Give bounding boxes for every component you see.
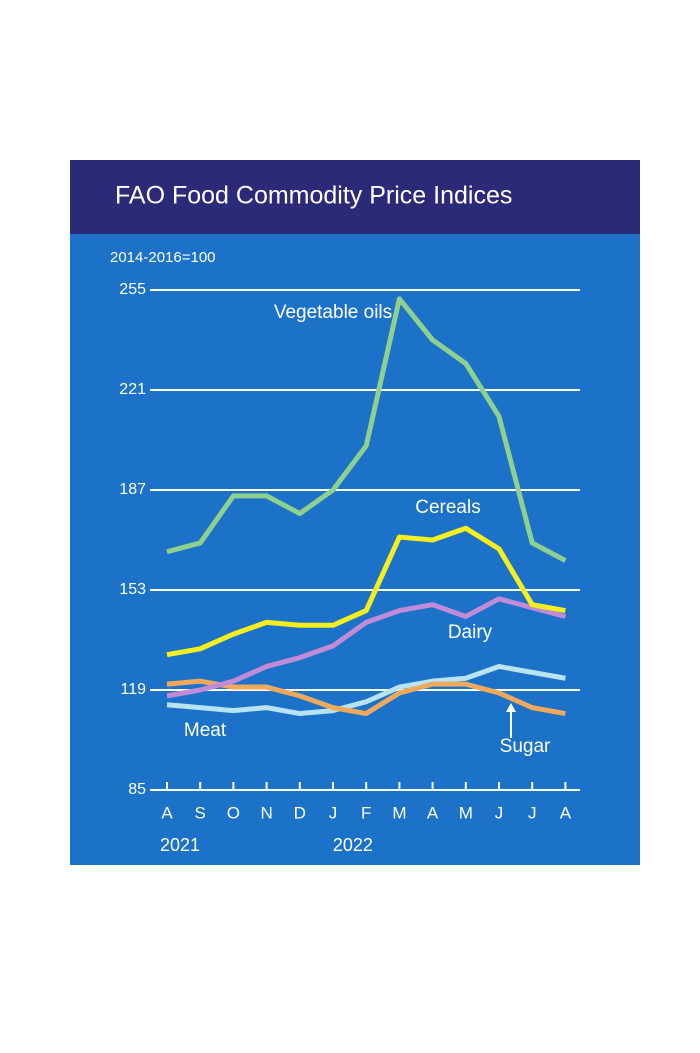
y-tick-label: 187 xyxy=(119,481,146,498)
series-line xyxy=(166,296,567,563)
x-tick-label: A xyxy=(427,803,439,822)
x-tick-label: J xyxy=(495,803,504,822)
series-line xyxy=(166,678,566,717)
x-tick-label: D xyxy=(294,803,306,822)
x-tick-label: F xyxy=(361,803,371,822)
y-tick-label: 153 xyxy=(119,581,146,598)
x-tick-label: S xyxy=(195,803,206,822)
series-line xyxy=(166,596,567,699)
series-line xyxy=(166,525,566,658)
x-tick-label: J xyxy=(329,803,338,822)
x-tick-label: O xyxy=(227,803,240,822)
series-label: Meat xyxy=(183,720,227,741)
series-label: Dairy xyxy=(447,622,493,643)
title-band xyxy=(70,160,640,234)
series-line xyxy=(166,663,566,717)
x-tick-label: N xyxy=(260,803,272,822)
x-tick-label: M xyxy=(392,803,406,822)
year-label: 2021 xyxy=(160,835,200,855)
chart-title: FAO Food Commodity Price Indices xyxy=(115,182,512,210)
chart-panel xyxy=(70,160,640,865)
y-tick-label: 119 xyxy=(120,681,146,698)
y-unit-label: 2014-2016=100 xyxy=(110,249,216,266)
series-label: Cereals xyxy=(415,497,481,518)
x-tick-label: J xyxy=(528,803,537,822)
x-tick-label: M xyxy=(459,803,473,822)
series-label: Sugar xyxy=(499,736,551,757)
series-label: Vegetable oils xyxy=(273,302,393,323)
y-tick-label: 221 xyxy=(119,381,146,398)
x-tick-label: A xyxy=(560,803,572,822)
x-tick-label: A xyxy=(161,803,173,822)
year-label: 2022 xyxy=(333,835,373,855)
y-tick-label: 255 xyxy=(119,281,146,298)
sugar-arrowhead xyxy=(506,703,516,712)
y-tick-label: 85 xyxy=(128,781,146,798)
